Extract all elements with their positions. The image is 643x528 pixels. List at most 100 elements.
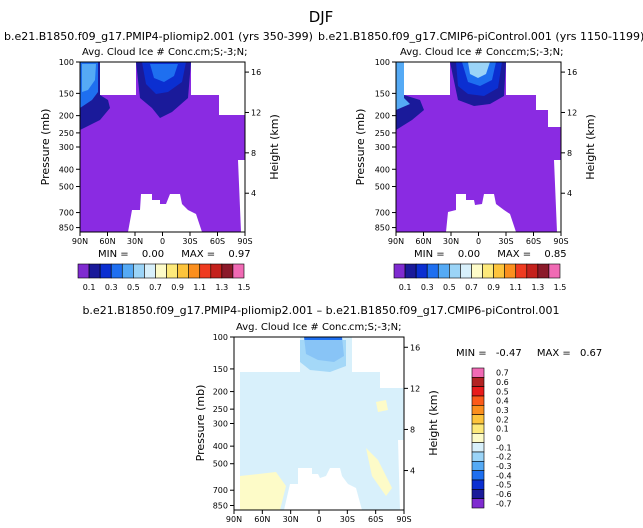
panel1-min-value: 0.00	[142, 249, 164, 260]
panel1-xtick-label: 60S	[210, 237, 225, 246]
panel1-ytick-label: 700	[59, 209, 74, 218]
panel2-ytick-label: 200	[375, 112, 390, 121]
colorbar2-swatch	[404, 263, 417, 279]
colorbar2-swatch	[437, 263, 450, 279]
panel3-ytick-label: 500	[213, 460, 228, 469]
colorbar2-swatch	[449, 263, 461, 279]
panel1-ytick-label: 250	[59, 129, 74, 138]
panel3-units: cm;S;-3;N;	[349, 322, 402, 333]
panel2-ytick-label: 150	[375, 89, 390, 98]
panel1-max-value: 0.97	[228, 249, 250, 260]
colorbar3-label: 0.4	[496, 397, 509, 406]
colorbar2-label: 1.5	[554, 283, 567, 292]
panel1-xtick-label: 90S	[237, 237, 252, 246]
panel3-tropics-light	[300, 340, 346, 372]
svg-text:MIN = 0.00 MAX = 0: MIN = 0.00 MAX = 0.85	[414, 249, 567, 260]
panel2-units: cm;S;-3;N;	[511, 47, 564, 58]
svg-text:MIN = 0.00 MAX = 0: MIN = 0.00 MAX = 0.97	[98, 249, 251, 260]
panel1-ytick-label: 500	[59, 183, 74, 192]
panel2-ylabel-right: Height (km)	[584, 114, 597, 180]
colorbar1-label: 0.9	[171, 283, 184, 292]
colorbar3-label: 0.6	[496, 378, 509, 387]
colorbar3-label: 0	[496, 434, 501, 443]
panel3-ytick-label: 300	[213, 420, 228, 429]
colorbar1-swatch	[232, 263, 245, 279]
colorbar1-swatch	[199, 263, 212, 279]
colorbar1-swatch	[99, 263, 112, 279]
panel1-htick-label: 4	[251, 189, 256, 198]
colorbar3-swatch	[471, 423, 485, 434]
panel3-xtick-label: 90S	[396, 515, 411, 524]
colorbar2-swatch	[482, 263, 494, 279]
panel1-xtick-label: 90N	[72, 237, 88, 246]
colorbar1-swatch	[177, 263, 189, 279]
colorbar2-swatch	[548, 263, 561, 279]
colorbar2-label: 0.7	[465, 283, 478, 292]
panel3-htick-label: 4	[410, 467, 415, 476]
colorbar2-swatch	[393, 263, 406, 279]
colorbar3-label: -0.6	[496, 490, 512, 499]
panel3-min-label: MIN =	[456, 348, 487, 359]
panel3-white-right-edge	[398, 440, 404, 510]
colorbar2-swatch	[515, 263, 528, 279]
colorbar1-swatch	[88, 263, 101, 279]
colorbar1-swatch	[144, 263, 156, 279]
colorbar1-swatch	[121, 263, 134, 279]
colorbar2-label: 0.1	[399, 283, 412, 292]
panel3-ytick-label: 850	[213, 501, 228, 510]
colorbar2-swatch	[460, 263, 472, 279]
panel2-ytick-label: 850	[375, 224, 390, 233]
panel1-ylabel: Pressure (mb)	[39, 109, 52, 186]
colorbar3-label: 0.2	[496, 415, 509, 424]
colorbar3-swatch	[471, 442, 485, 453]
colorbar3-swatch	[471, 414, 485, 425]
panel2-tropics-light	[468, 62, 490, 78]
colorbar1-label: 0.7	[149, 283, 162, 292]
colorbar3-swatch	[471, 433, 485, 443]
panel3-ytick-label: 400	[213, 442, 228, 451]
colorbar3-label: 0.1	[496, 425, 509, 434]
panel2-plot	[396, 62, 561, 232]
colorbar3-swatch	[471, 470, 485, 481]
panel1-ytick-label: 850	[59, 224, 74, 233]
panel2-left-mid	[396, 62, 410, 110]
panel1-htick-label: 8	[251, 149, 256, 158]
panel1-htick-label: 12	[251, 108, 261, 117]
panel1-ytick-label: 400	[59, 165, 74, 174]
colorbar2-swatch	[526, 263, 539, 279]
colorbar3-label: -0.3	[496, 462, 512, 471]
panel1-left-light	[82, 64, 96, 92]
colorbar3-swatch	[471, 498, 485, 509]
panel3-xtick-label: 90N	[226, 515, 242, 524]
colorbar3-label: 0.5	[496, 387, 509, 396]
colorbar2-swatch	[493, 263, 505, 279]
panel3-xtick-label: 60N	[254, 515, 270, 524]
panel3-xtick-label: 0	[316, 515, 321, 524]
colorbar1-swatch	[221, 263, 234, 279]
colorbar2-swatch	[504, 263, 517, 279]
colorbar1-label: 0.1	[83, 283, 96, 292]
panel3-ytick-label: 700	[213, 486, 228, 495]
colorbar3-swatch	[471, 405, 485, 415]
panel2-xtick-label: 60S	[526, 237, 541, 246]
colorbar2-swatch	[471, 263, 483, 279]
panel2-white-right-edge	[554, 160, 561, 232]
panel3-white-bottom	[284, 468, 362, 510]
panel3-yellow-left	[240, 472, 286, 510]
panel3-yellow-right	[366, 448, 392, 496]
svg-text:MIN = -0.47 MAX =: MIN = -0.47 MAX = 0.67	[456, 348, 602, 359]
panel3-ytick-label: 250	[213, 405, 228, 414]
panel3-xtick-label: 30N	[283, 515, 299, 524]
panel2-htick-label: 16	[567, 68, 577, 77]
panel3-min-value: -0.47	[496, 348, 522, 359]
panel1-subtitle: b.e21.B1850.f09_g17.PMIP4-pliomip2.001 (…	[4, 30, 313, 43]
panel1-xtick-label: 0	[160, 237, 165, 246]
colorbar3-swatch	[471, 395, 485, 406]
colorbar2-label: 0.5	[443, 283, 456, 292]
panel3-ylabel: Pressure (mb)	[194, 385, 207, 462]
colorbar1-swatch	[188, 263, 201, 279]
panel2-ytick-label: 700	[375, 209, 390, 218]
colorbar3-swatch	[471, 386, 485, 397]
colorbar1-swatch	[210, 263, 223, 279]
